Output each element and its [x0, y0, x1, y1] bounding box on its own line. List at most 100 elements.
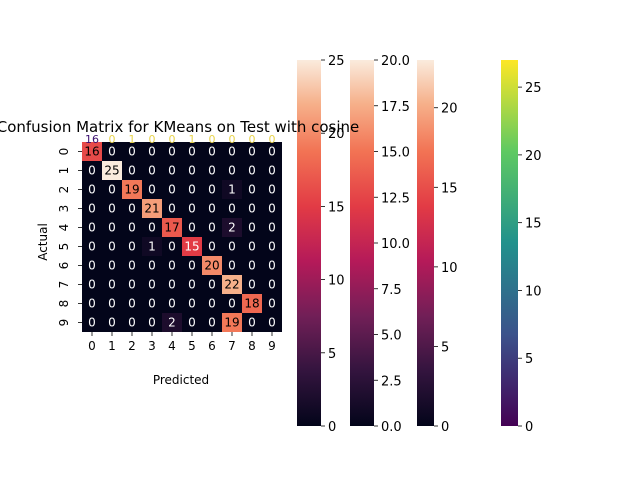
heatmap-cell-label: 0: [128, 297, 136, 311]
heatmap-cell-label: 21: [144, 202, 159, 216]
heatmap-cell-label: 0: [108, 297, 116, 311]
heatmap-cell: [222, 313, 242, 332]
heatmap-cell: [82, 237, 102, 256]
colorbar-tick-label: 10: [441, 261, 458, 276]
heatmap-cell-label: 0: [108, 221, 116, 235]
heatmap-cell: [142, 313, 162, 332]
heatmap-cell: [202, 161, 222, 180]
heatmap-cell-label: 0: [248, 278, 256, 292]
heatmap-cell: [242, 199, 262, 218]
heatmap-cell-label: 0: [148, 164, 156, 178]
heatmap-cell-label: 0: [208, 278, 216, 292]
heatmap-cell-label: 0: [128, 145, 136, 159]
heatmap-cell: [222, 161, 242, 180]
colorbar-4: [501, 60, 518, 426]
colorbar-tick-label: 15.0: [381, 146, 410, 161]
colorbar-tick-label: 20: [525, 149, 542, 164]
heatmap-cell-label: 0: [268, 278, 276, 292]
colorbar-tick-label: 0.0: [381, 420, 402, 435]
colorbar-tick-label: 5: [525, 352, 533, 367]
heatmap-cell: [82, 180, 102, 199]
heatmap-cell: [122, 237, 142, 256]
heatmap-cell-label: 0: [88, 164, 96, 178]
colorbar-tick-label: 12.5: [381, 191, 410, 206]
y-tick-label: 5: [57, 243, 71, 251]
x-tick-label: 9: [268, 339, 276, 353]
heatmap-cell-label: 0: [268, 259, 276, 273]
heatmap-cell: [202, 218, 222, 237]
heatmap-annotations: 16 0 0 0 0 0 0 0 0 00 25 0 0 0 0 0 0 0 00 0 19 0 0 0 0 1 0 00 0 0 21 0 0…: [84, 145, 275, 330]
x-tick-label: 1: [108, 339, 116, 353]
heatmap-cell: [262, 142, 282, 161]
heatmap-cell-label: 0: [188, 145, 196, 159]
heatmap-cell-label: 0: [108, 183, 116, 197]
heatmap-cell-label: 0: [148, 316, 156, 330]
colorbar-tick-label: 10: [328, 274, 345, 289]
y-tick-label: 4: [57, 224, 71, 232]
heatmap-cell-label: 0: [168, 240, 176, 254]
heatmap-cell: [242, 180, 262, 199]
heatmap-cell: [202, 199, 222, 218]
heatmap-cell-label: 0: [88, 259, 96, 273]
top-row-label: 0: [169, 133, 176, 146]
colorbar-3: [417, 60, 434, 426]
colorbar-tick-label: 15: [525, 217, 542, 232]
heatmap-cell-label: 2: [168, 316, 176, 330]
x-axis-label: Predicted: [153, 373, 209, 387]
top-row-label: 16: [85, 133, 99, 146]
colorbar-tick-label: 15: [328, 200, 345, 215]
heatmap-cell: [122, 142, 142, 161]
heatmap-cell: [142, 256, 162, 275]
y-axis-label: Actual: [36, 223, 50, 261]
colorbar-tick-label: 15: [441, 181, 458, 196]
heatmap-cell: [222, 294, 242, 313]
heatmap-cell: [82, 313, 102, 332]
heatmap-cell-label: 0: [248, 183, 256, 197]
heatmap-cell: [242, 275, 262, 294]
heatmap-cell: [182, 294, 202, 313]
heatmap-cell: [202, 237, 222, 256]
colorbar-tick-label: 10: [525, 284, 542, 299]
heatmap-cell: [262, 199, 282, 218]
heatmap-cell: [82, 218, 102, 237]
x-tick-label: 3: [148, 339, 156, 353]
heatmap-cell: [142, 275, 162, 294]
y-axis-ticks: 0 1 2 3 4 5 6 7 8 9: [57, 148, 82, 326]
heatmap-cell: [242, 313, 262, 332]
heatmap-cell-label: 0: [88, 316, 96, 330]
x-tick-label: 2: [128, 339, 136, 353]
heatmap-cell-label: 0: [268, 297, 276, 311]
heatmap-cell: [242, 142, 262, 161]
heatmap-cell-label: 0: [228, 202, 236, 216]
y-tick-label: 2: [57, 186, 71, 194]
heatmap-cell-label: 0: [108, 145, 116, 159]
heatmap-cell: [222, 218, 242, 237]
heatmap-cell: [82, 161, 102, 180]
heatmap-cell: [162, 142, 182, 161]
heatmap-cell: [102, 294, 122, 313]
heatmap-cell: [162, 275, 182, 294]
top-row-label: 0: [249, 133, 256, 146]
colorbar-tick-label: 17.5: [381, 100, 410, 115]
heatmap-cell: [182, 180, 202, 199]
colorbar-tick-label: 20.0: [381, 54, 410, 69]
heatmap-cell-label: 0: [128, 202, 136, 216]
heatmap-cell: [142, 180, 162, 199]
heatmap-cell-label: 0: [88, 297, 96, 311]
heatmap-cell: [242, 256, 262, 275]
heatmap-cell: [82, 142, 102, 161]
heatmap-cell-label: 20: [204, 259, 219, 273]
colorbar-tick-label: 25: [328, 54, 345, 69]
heatmap-cell: [182, 275, 202, 294]
top-row-label: 0: [229, 133, 236, 146]
colorbar-1: [297, 60, 321, 426]
y-tick-label: 6: [57, 262, 71, 270]
heatmap-cell: [162, 161, 182, 180]
heatmap-cell: [122, 313, 142, 332]
heatmap-cell-label: 25: [104, 164, 119, 178]
heatmap-cell-label: 0: [268, 183, 276, 197]
heatmap-cell: [262, 237, 282, 256]
heatmap-cell-label: 0: [208, 297, 216, 311]
heatmap-cell-label: 0: [188, 221, 196, 235]
